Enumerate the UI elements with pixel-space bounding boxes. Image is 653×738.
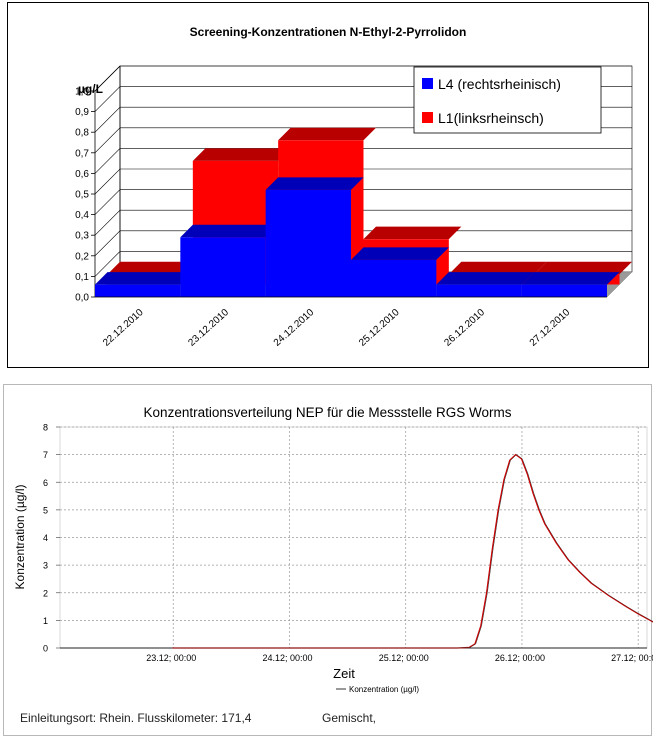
side-wall-top — [94, 65, 121, 92]
bar-l4 — [351, 247, 449, 297]
y-tick-label: 0,5 — [75, 190, 89, 201]
legend: L4 (rechtsrheinisch) L1(linksrheinsch) — [413, 66, 602, 134]
y-tick-label: 0,3 — [75, 231, 89, 242]
y-tick-label: 6 — [43, 478, 48, 488]
bar-l4-front — [351, 259, 437, 297]
x-tick-label: 24.12; 00:00 — [262, 653, 312, 663]
y-tick-label: 0,1 — [75, 272, 89, 283]
y-tick-label: 0,7 — [75, 148, 89, 159]
x-axis-title: Zeit — [333, 666, 355, 681]
bar-l4-top — [436, 272, 535, 285]
x-category-label: 27.12.2010 — [528, 307, 573, 349]
bar-l4 — [95, 272, 193, 297]
footer-mode: Gemischt, — [322, 711, 377, 725]
x-category-label: 22.12.2010 — [101, 307, 146, 349]
x-tick-label: 26.12; 00:00 — [495, 653, 545, 663]
x-tick-label: 27.12; 00:00 — [611, 653, 653, 663]
bar-chart-svg: 0,0 0,1 0,2 0,3 0,4 0,5 0,6 0,7 0,8 0,9 1,0µg/L 22.… — [75, 65, 633, 349]
bar-l1-top — [363, 226, 462, 240]
bar-l4-front — [436, 284, 522, 297]
y-axis-title: µg/L — [78, 82, 103, 96]
bar-l4-front — [180, 237, 266, 297]
y-tick-label: 1 — [43, 616, 48, 626]
bar-l4 — [436, 272, 535, 297]
bar-l4-top — [265, 177, 364, 190]
y-axis-title: Konzentration (µg/l) — [13, 485, 27, 590]
y-tick-label: 0,6 — [75, 169, 89, 180]
y-tick-label: 0,0 — [75, 293, 89, 304]
line-chart-svg: 0 1 2 3 4 5 6 7 8 23.12; 00:00 24.12; 00:00 25.12; … — [13, 423, 653, 694]
bar-l4 — [265, 177, 364, 297]
y-tick-label: 5 — [43, 505, 48, 515]
bar-l4 — [180, 224, 279, 297]
bar-l1-top — [534, 261, 632, 275]
bar-l1-top — [278, 127, 376, 141]
y-tick-label: 2 — [43, 588, 48, 598]
bar-l4-top — [95, 272, 193, 285]
x-category-label: 25.12.2010 — [357, 307, 402, 349]
bar-chart-panel: Screening-Konzentrationen N-Ethyl-2-Pyrr… — [7, 2, 649, 368]
line-chart-title: Konzentrationsverteilung NEP für die Mes… — [143, 405, 512, 420]
y-tick-label: 0,4 — [75, 210, 89, 221]
legend-swatch — [422, 112, 433, 123]
y-tick-label: 0,8 — [75, 128, 89, 139]
y-tick-label: 0,2 — [75, 251, 89, 262]
legend-swatch — [422, 78, 433, 89]
legend-label: L1(linksrheinsch) — [438, 110, 544, 126]
y-tick-label: 0,9 — [75, 107, 89, 118]
footer-location: Einleitungsort: Rhein. Flusskilometer: 1… — [20, 711, 252, 725]
bar-l4-front — [265, 189, 351, 297]
bar-l4-top — [521, 272, 620, 285]
bar-l1-top — [192, 148, 291, 161]
series-line-main — [172, 453, 653, 649]
line-chart-panel: Konzentrationsverteilung NEP für die Mes… — [3, 384, 653, 736]
bar-l4-top — [180, 224, 279, 238]
x-category-label: 23.12.2010 — [186, 307, 231, 349]
y-tick-label: 4 — [43, 533, 48, 543]
y-tick-label: 3 — [43, 561, 48, 571]
bar-l4 — [521, 272, 620, 297]
x-tick-label: 25.12; 00:00 — [379, 653, 429, 663]
legend-box — [413, 66, 602, 134]
series-line-shadow — [173, 454, 653, 649]
bar-l4-front — [95, 284, 181, 297]
y-tick-label: 7 — [43, 450, 48, 460]
y-tick-label: 1,0 — [75, 87, 89, 98]
bar-chart-title: Screening-Konzentrationen N-Ethyl-2-Pyrr… — [189, 25, 467, 39]
x-category-label: 24.12.2010 — [272, 307, 317, 349]
legend-label: L4 (rechtsrheinisch) — [438, 76, 561, 92]
bar-l4-front — [521, 284, 607, 297]
x-tick-label: 23.12; 00:00 — [146, 653, 196, 663]
y-tick-label: 0 — [43, 644, 48, 654]
legend-label: Konzentration (µg/l) — [349, 685, 419, 694]
bar-l4-top — [351, 247, 449, 260]
y-tick-label: 8 — [43, 423, 48, 433]
bar-l1-top — [448, 261, 547, 275]
x-category-label: 26.12.2010 — [442, 307, 487, 349]
